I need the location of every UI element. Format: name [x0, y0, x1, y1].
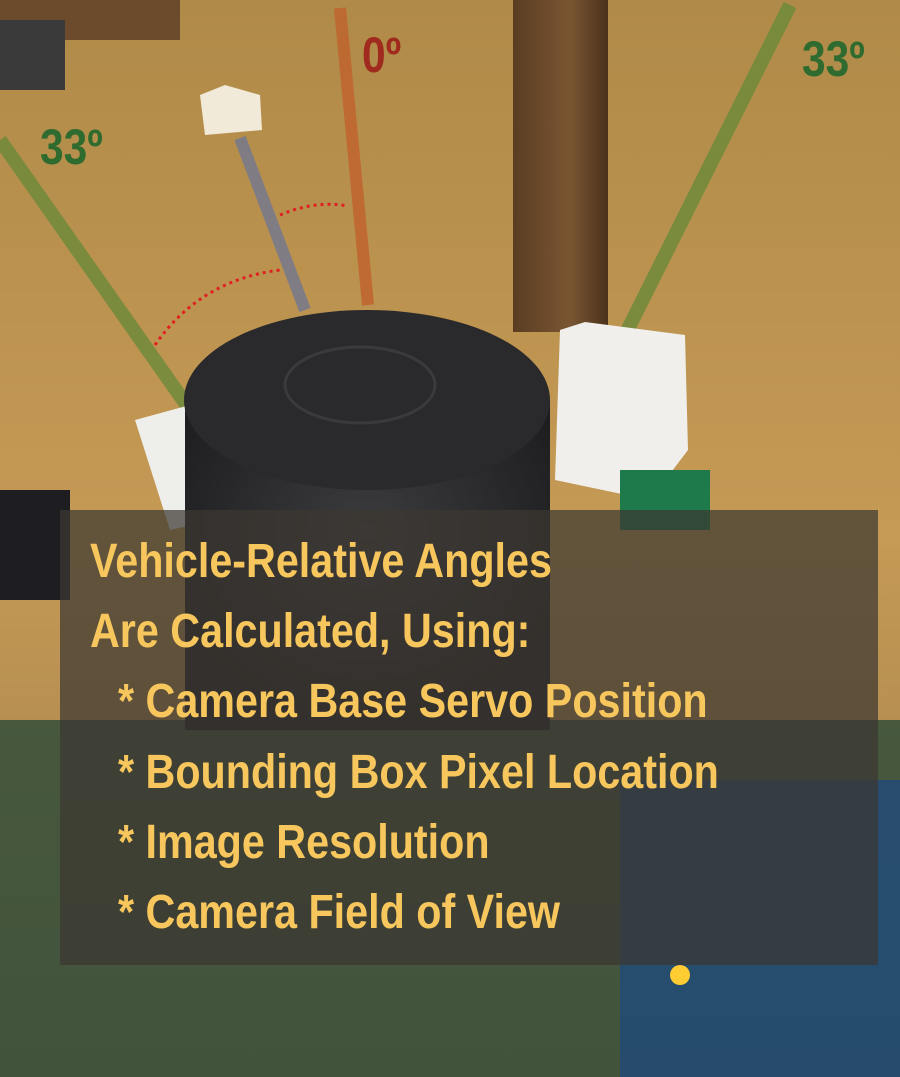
angle-label: 33º — [40, 119, 103, 175]
arc — [279, 202, 349, 217]
left-line — [0, 135, 196, 415]
target-line — [234, 135, 311, 313]
center-line — [334, 7, 374, 306]
cylinder-top — [184, 310, 550, 490]
panel — [0, 490, 70, 600]
caption-item: * Camera Base Servo Position — [118, 675, 708, 728]
bracket — [555, 322, 688, 500]
caption-line: Are Calculated, Using: — [90, 605, 531, 658]
angle-label: 33º — [802, 31, 865, 87]
house — [200, 85, 262, 135]
caption-item: * Bounding Box Pixel Location — [118, 746, 719, 799]
right-line — [613, 1, 797, 349]
caption-item: * Camera Field of View — [118, 886, 561, 939]
led — [670, 965, 690, 985]
caption-box: Vehicle-Relative Angles Are Calculated, … — [60, 510, 878, 965]
angle-label: 0º — [362, 27, 402, 83]
logo — [283, 345, 437, 425]
robot — [0, 20, 65, 90]
caption-item: * Image Resolution — [118, 816, 490, 869]
caption-line: Vehicle-Relative Angles — [90, 535, 552, 588]
post — [513, 0, 608, 332]
